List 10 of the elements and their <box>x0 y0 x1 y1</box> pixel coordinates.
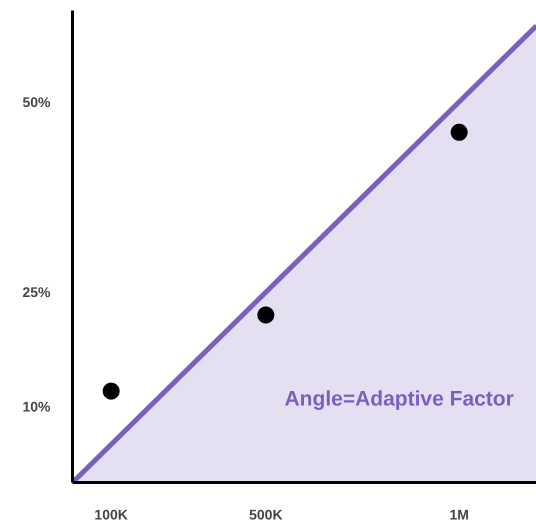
x-tick-label: 100K <box>94 506 128 522</box>
x-tick-label: 500K <box>249 506 283 522</box>
y-tick-label: 10% <box>22 398 52 414</box>
point <box>450 124 468 141</box>
y-tick-label: 25% <box>22 284 52 300</box>
y-tick-label: 50% <box>22 94 52 110</box>
point <box>257 306 274 324</box>
point <box>102 382 120 400</box>
annotation: Angle=Adaptive Factor <box>284 388 514 410</box>
x-tick-label: 1M <box>449 506 469 522</box>
